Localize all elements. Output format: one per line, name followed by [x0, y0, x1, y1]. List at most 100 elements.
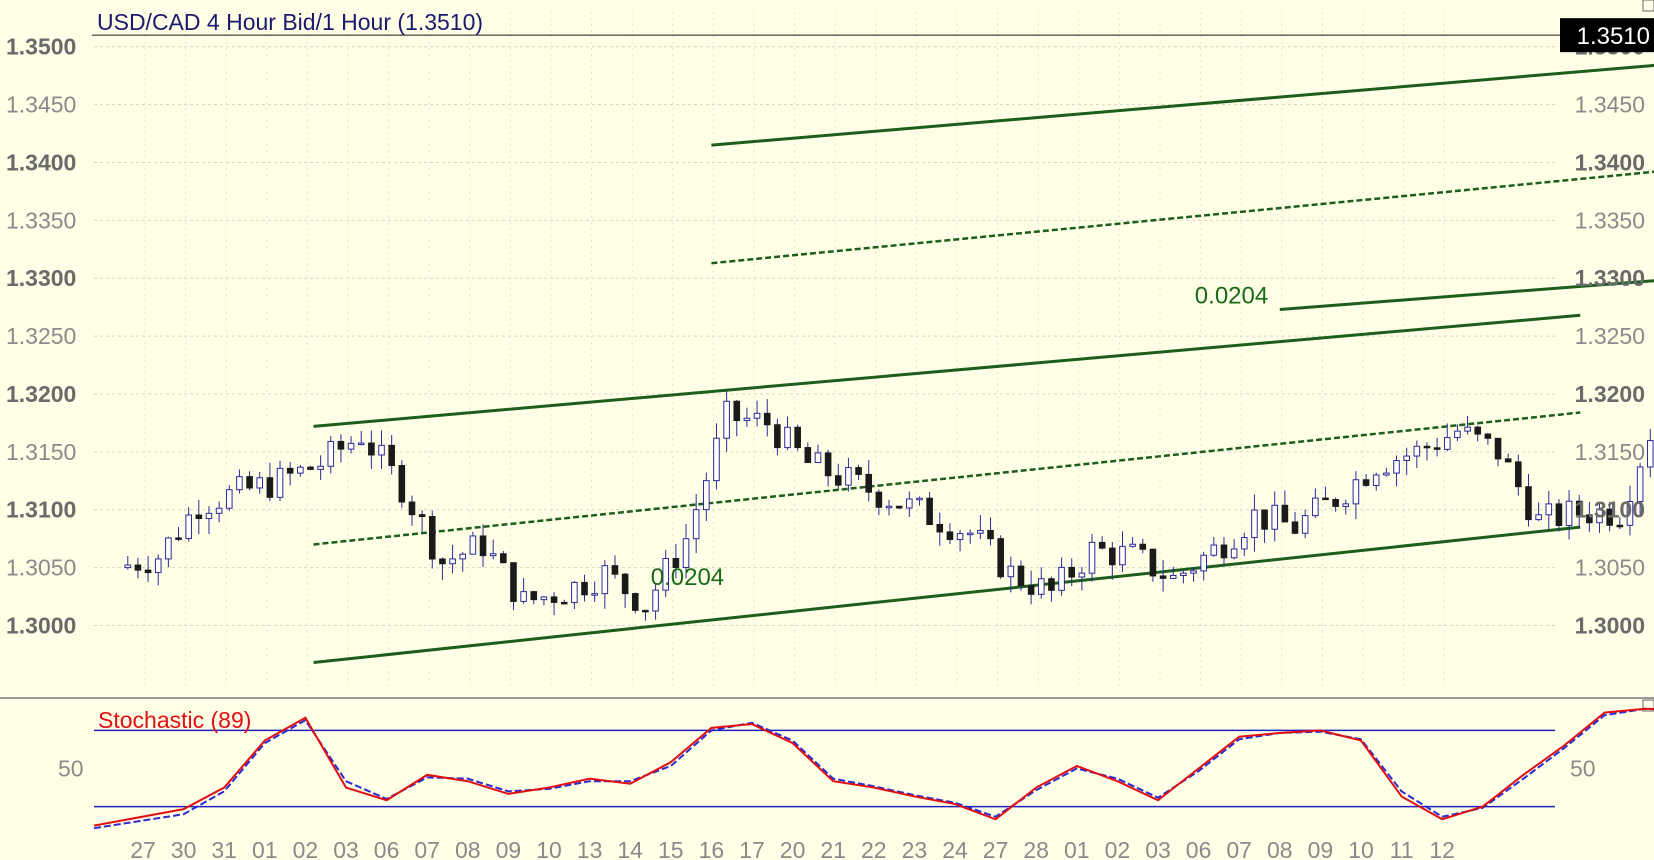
candle-up — [489, 553, 497, 557]
stochastic-d-line — [93, 707, 1654, 830]
candle-up — [256, 477, 264, 489]
x-tick-label: 01 — [252, 837, 278, 860]
candle-down — [1159, 575, 1167, 579]
candle-up — [297, 466, 304, 474]
candle-down — [1149, 548, 1157, 577]
candle-down — [1017, 565, 1025, 587]
x-tick-label: 16 — [699, 837, 725, 860]
x-tick-label: 27 — [130, 837, 156, 860]
candle-up — [916, 497, 923, 501]
candle-up — [571, 581, 578, 604]
candle-up — [1119, 545, 1126, 566]
candle-up — [652, 589, 659, 612]
candle-up — [327, 440, 335, 467]
candle-up — [1169, 574, 1177, 579]
candle-down — [824, 452, 832, 477]
x-tick-label: 03 — [1145, 837, 1171, 860]
candle-up — [154, 558, 162, 574]
x-tick-label: 24 — [942, 837, 968, 860]
candle-up — [1240, 537, 1248, 550]
candle-down — [286, 467, 294, 474]
candle-up — [225, 489, 233, 509]
candle-up — [1636, 466, 1644, 503]
candle-up — [956, 533, 964, 540]
stochastic-title: Stochastic (89) — [98, 707, 251, 733]
candle-down — [1515, 461, 1522, 488]
candle-down — [581, 581, 588, 596]
channel-line-solid — [313, 313, 1581, 428]
x-tick-label: 21 — [820, 837, 846, 860]
candle-down — [936, 523, 944, 533]
candle-up — [1535, 514, 1542, 521]
candle-down — [834, 475, 842, 486]
candle-down — [672, 558, 680, 568]
candle-down — [195, 514, 203, 520]
x-tick-label: 17 — [739, 837, 765, 860]
candle-up — [1271, 504, 1279, 530]
x-tick-label: 07 — [1226, 837, 1252, 860]
x-tick-label: 09 — [1308, 837, 1334, 860]
candle-down — [246, 476, 253, 489]
candle-down — [144, 569, 152, 574]
candle-up — [1443, 437, 1451, 450]
candle-up — [1342, 503, 1350, 507]
candle-up — [540, 596, 548, 601]
candle-up — [449, 558, 456, 565]
candle-up — [1393, 459, 1400, 474]
y-tick-label-left: 1.3250 — [6, 323, 76, 349]
candle-down — [510, 562, 517, 602]
candle-down — [855, 467, 862, 475]
candle-up — [814, 452, 822, 464]
candle-down — [875, 491, 883, 508]
candle-up — [1454, 430, 1461, 439]
candle-down — [1555, 503, 1563, 526]
candle-up — [753, 412, 761, 419]
y-tick-label-right: 1.3100 — [1575, 497, 1645, 523]
candle-down — [865, 473, 873, 493]
x-tick-label: 31 — [211, 837, 237, 860]
y-tick-label-right: 1.3300 — [1575, 265, 1645, 291]
candle-up — [1301, 515, 1309, 534]
candle-up — [723, 400, 730, 439]
price-panel-background — [0, 0, 1654, 698]
candle-down — [560, 601, 568, 605]
x-tick-label: 14 — [617, 837, 643, 860]
candle-up — [1596, 508, 1603, 524]
y-tick-label-left: 1.3400 — [6, 149, 76, 175]
candle-down — [1281, 504, 1289, 523]
candle-down — [1494, 437, 1502, 460]
candle-up — [215, 507, 223, 514]
close-price-panel-icon[interactable] — [1642, 0, 1654, 12]
candle-down — [1332, 499, 1339, 507]
channel-line-solid — [711, 63, 1654, 147]
candle-down — [895, 505, 903, 509]
stochastic-panel: 50 50 — [58, 707, 1654, 830]
x-tick-label: 03 — [333, 837, 359, 860]
x-tick-label: 27 — [983, 837, 1009, 860]
candle-up — [1007, 565, 1015, 578]
candle-up — [459, 553, 467, 560]
candle-up — [1200, 554, 1207, 572]
candle-down — [307, 466, 314, 470]
candle-down — [1616, 524, 1624, 528]
candle-up — [1129, 543, 1136, 547]
x-tick-label: 06 — [374, 837, 400, 860]
candlesticks — [124, 390, 1654, 621]
close-stochastic-panel-icon[interactable] — [1642, 699, 1654, 712]
stochastic-k-line — [93, 707, 1654, 827]
channel-line-solid — [313, 525, 1581, 665]
candle-down — [368, 442, 375, 456]
candle-up — [1372, 474, 1380, 486]
candle-up — [1251, 509, 1258, 539]
candle-down — [1139, 543, 1147, 550]
candle-down — [500, 553, 507, 564]
candle-down — [1098, 541, 1106, 549]
candle-down — [1261, 509, 1268, 530]
candle-up — [1403, 455, 1410, 461]
candle-up — [885, 505, 893, 509]
x-tick-label: 01 — [1064, 837, 1090, 860]
x-tick-label: 08 — [455, 837, 481, 860]
channel-width-annotation: 0.0204 — [651, 564, 724, 591]
candle-up — [1413, 445, 1421, 457]
candle-down — [439, 558, 446, 565]
